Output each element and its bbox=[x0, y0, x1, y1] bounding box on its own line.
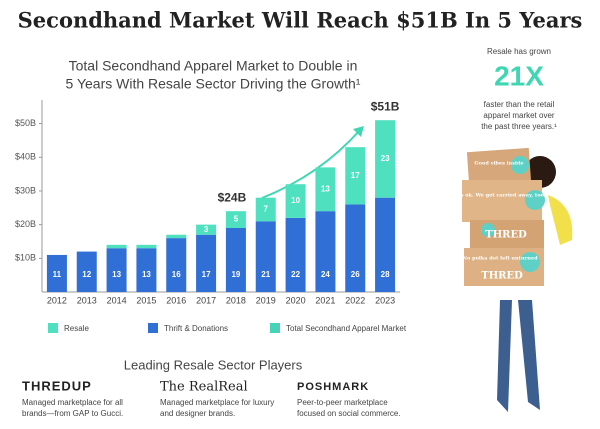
bar-segment bbox=[285, 217, 306, 292]
annotation: $24B bbox=[218, 190, 247, 204]
box-text: It's ok. We get carried away, too. bbox=[454, 193, 545, 199]
bar-segment bbox=[255, 197, 276, 222]
value-label: 12 bbox=[82, 270, 91, 279]
value-label: 19 bbox=[231, 270, 240, 279]
bar-segment bbox=[46, 254, 67, 292]
side-lead: Resale has grown bbox=[487, 47, 551, 56]
x-tick-label: 2020 bbox=[286, 295, 306, 305]
player-logo: POSHMARK bbox=[297, 381, 369, 393]
bar-segment bbox=[196, 224, 217, 235]
value-label: 13 bbox=[142, 270, 151, 279]
x-tick-label: 2013 bbox=[77, 295, 97, 305]
bar-segment bbox=[136, 248, 157, 292]
bar-segment bbox=[345, 147, 366, 205]
player-logo: The RealReal bbox=[160, 380, 248, 395]
x-tick-label: 2022 bbox=[345, 295, 365, 305]
x-tick-label: 2018 bbox=[226, 295, 246, 305]
side-text: apparel market over bbox=[483, 111, 554, 120]
illustration bbox=[462, 147, 573, 412]
legend-label: Total Secondhand Apparel Market bbox=[286, 324, 407, 333]
x-tick-label: 2015 bbox=[136, 295, 156, 305]
y-tick-label: $50B bbox=[15, 118, 36, 128]
x-tick-label: 2019 bbox=[256, 295, 276, 305]
value-label: 7 bbox=[264, 205, 269, 214]
player-desc: Peer-to-peer marketplace bbox=[297, 398, 388, 407]
legend-swatch bbox=[48, 323, 58, 333]
value-label: 16 bbox=[172, 270, 181, 279]
y-tick-label: $20B bbox=[15, 219, 36, 229]
legend-swatch bbox=[270, 323, 280, 333]
legend-swatch bbox=[148, 323, 158, 333]
x-tick-label: 2012 bbox=[47, 295, 67, 305]
value-label: 22 bbox=[291, 270, 300, 279]
subtitle: 5 Years With Resale Sector Driving the G… bbox=[66, 76, 361, 92]
legend-label: Thrift & Donations bbox=[164, 324, 228, 333]
value-label: 13 bbox=[112, 270, 121, 279]
value-label: 11 bbox=[53, 270, 62, 279]
side-figure: 21X bbox=[494, 60, 544, 91]
title: Secondhand Market Will Reach $51B In 5 Y… bbox=[18, 8, 583, 33]
bar-segment bbox=[166, 238, 187, 292]
value-label: 23 bbox=[381, 154, 390, 163]
bar-segment bbox=[315, 211, 336, 292]
x-tick-label: 2017 bbox=[196, 295, 216, 305]
bar-segment bbox=[106, 248, 127, 292]
x-tick-label: 2023 bbox=[375, 295, 395, 305]
player-desc: and designer brands. bbox=[160, 409, 235, 418]
x-tick-label: 2016 bbox=[166, 295, 186, 305]
value-label: 10 bbox=[291, 196, 300, 205]
bar-segment bbox=[375, 120, 396, 198]
bar-segment bbox=[255, 221, 276, 292]
subtitle: Total Secondhand Apparel Market to Doubl… bbox=[69, 58, 358, 74]
bar-segment bbox=[285, 184, 306, 218]
value-label: 5 bbox=[234, 215, 239, 224]
bar-segment bbox=[196, 234, 217, 292]
player-desc: Managed marketplace for luxury bbox=[160, 398, 274, 407]
player-desc: focused on social commerce. bbox=[297, 409, 401, 418]
bar-segment bbox=[315, 167, 336, 212]
x-tick-label: 2014 bbox=[107, 295, 127, 305]
box-text: THRED bbox=[485, 230, 527, 241]
box-text: Good vibes inside bbox=[474, 161, 523, 167]
bar-segment bbox=[225, 211, 246, 228]
value-label: 3 bbox=[204, 225, 209, 234]
bar-segment bbox=[345, 204, 366, 292]
value-label: 26 bbox=[351, 270, 360, 279]
bar-segment bbox=[106, 244, 127, 249]
box-text: No polka dot left unturned bbox=[462, 256, 538, 262]
value-label: 17 bbox=[351, 171, 360, 180]
y-tick-label: $40B bbox=[15, 152, 36, 162]
bar-segment bbox=[225, 228, 246, 292]
side-text: the past three years.¹ bbox=[481, 122, 557, 131]
arrow-head bbox=[353, 126, 364, 137]
value-label: 24 bbox=[321, 270, 330, 279]
side-text: faster than the retail bbox=[484, 100, 555, 109]
bar-segment bbox=[76, 251, 97, 292]
player-desc: Managed marketplace for all bbox=[22, 398, 123, 407]
bar-segment bbox=[166, 234, 187, 239]
player-logo: THREDUP bbox=[22, 378, 92, 393]
value-label: 21 bbox=[261, 270, 270, 279]
bar-segment bbox=[375, 197, 396, 292]
legend-label: Resale bbox=[64, 324, 89, 333]
bar-segment bbox=[136, 244, 157, 249]
value-label: 13 bbox=[321, 184, 330, 193]
player-desc: brands—from GAP to Gucci. bbox=[22, 409, 123, 418]
box-text: THRED bbox=[481, 271, 523, 282]
players-title: Leading Resale Sector Players bbox=[124, 357, 303, 372]
y-tick-label: $30B bbox=[15, 185, 36, 195]
x-tick-label: 2021 bbox=[315, 295, 335, 305]
value-label: 17 bbox=[202, 270, 211, 279]
y-tick-label: $10B bbox=[15, 253, 36, 263]
annotation: $51B bbox=[371, 99, 400, 113]
value-label: 28 bbox=[381, 270, 390, 279]
